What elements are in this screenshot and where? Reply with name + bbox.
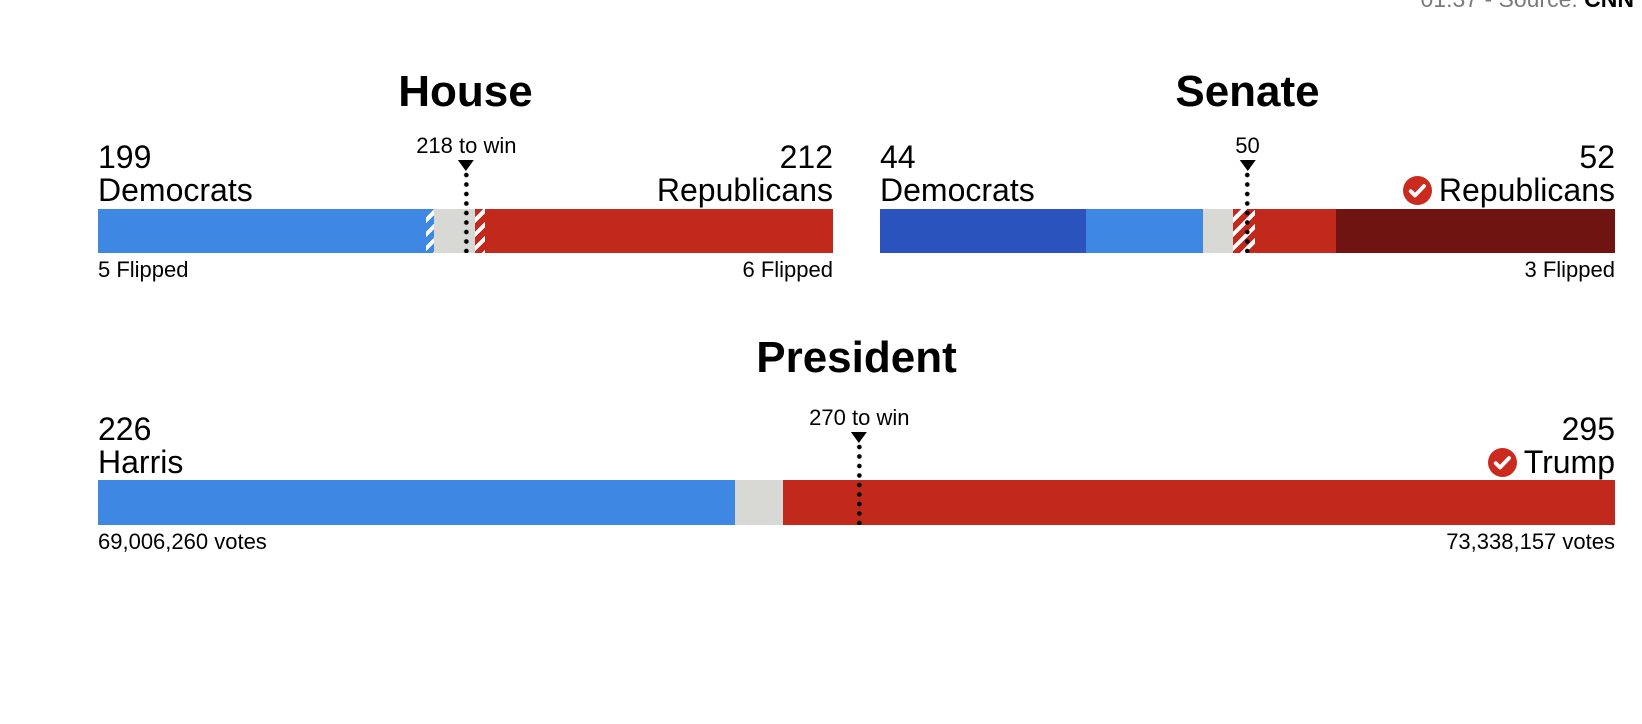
chart-senate: Senate 44 Democrats 52 Republicans 50 <box>880 70 1615 285</box>
footer-row: 3 Flipped <box>880 258 1615 282</box>
bar-segment-dem <box>98 480 736 525</box>
right-candidate-name: Trump <box>1523 444 1615 480</box>
left-candidate-count: 226 <box>98 411 152 447</box>
left-party-label: 44 Democrats <box>880 141 1035 207</box>
left-party-label: 199 Democrats <box>98 141 253 207</box>
right-party-name: Republicans <box>656 172 833 208</box>
bar-segment-rep <box>783 480 1615 525</box>
chart-president: President 226 Harris 295 Trump 270 to wi… <box>98 336 1615 558</box>
labels-row: 44 Democrats 52 Republicans <box>880 141 1615 207</box>
right-party-name: Republicans <box>1438 172 1615 208</box>
bar-segment-dem-dark <box>880 209 1086 253</box>
left-party-name: Democrats <box>98 172 253 208</box>
bar-segment-undecided <box>434 209 475 253</box>
labels-row: 199 Democrats 212 Republicans <box>98 141 833 207</box>
bar-segment-undecided <box>735 480 784 525</box>
bar-segment-rep <box>1254 209 1336 253</box>
footer-row: 69,006,260 votes 73,338,157 votes <box>98 530 1615 554</box>
video-timestamp-source: 01:37 - Source: CNN <box>1421 0 1635 12</box>
right-flipped-label: 3 Flipped <box>1524 257 1615 282</box>
bar-segment-rep-hatch <box>1232 209 1255 253</box>
bar-segment-dem <box>1085 209 1204 253</box>
left-votes-label: 69,006,260 votes <box>98 529 267 554</box>
left-party-count: 44 <box>880 139 916 175</box>
right-votes-label: 73,338,157 votes <box>1446 529 1615 554</box>
bar-segment-rep <box>484 209 833 253</box>
right-party-count: 212 <box>779 139 833 175</box>
right-candidate-label: 295 Trump <box>1487 411 1615 480</box>
timestamp-source-text: 01:37 - Source: <box>1421 0 1578 12</box>
bar-segment-dem <box>98 209 426 253</box>
right-flipped-label: 6 Flipped <box>742 257 833 282</box>
bar-segment-rep-hatch <box>474 209 485 253</box>
chart-title: President <box>756 333 957 382</box>
chart-title: House <box>398 67 533 116</box>
result-bar <box>98 209 833 253</box>
bar-segment-rep-dark <box>1335 209 1615 253</box>
result-bar <box>98 480 1615 525</box>
bar-segment-dem-hatch <box>425 209 435 253</box>
left-flipped-label: 5 Flipped <box>98 257 189 282</box>
network-name: CNN <box>1584 0 1634 12</box>
left-party-name: Democrats <box>880 172 1035 208</box>
right-party-label: 212 Republicans <box>657 141 833 207</box>
result-bar <box>880 209 1615 253</box>
labels-row: 226 Harris 295 Trump <box>98 413 1615 479</box>
winner-check-icon <box>1402 176 1432 205</box>
right-party-label: 52 Republicans <box>1402 139 1615 208</box>
winner-check-icon <box>1487 448 1517 477</box>
right-candidate-count: 295 <box>1561 411 1615 447</box>
left-party-count: 199 <box>98 139 152 175</box>
footer-row: 5 Flipped 6 Flipped <box>98 258 833 282</box>
bar-segment-undecided <box>1203 209 1233 253</box>
chart-title: Senate <box>1175 67 1320 116</box>
left-candidate-label: 226 Harris <box>98 413 183 479</box>
left-candidate-name: Harris <box>98 444 184 480</box>
right-party-count: 52 <box>1579 139 1615 175</box>
chart-house: House 199 Democrats 212 Republicans 218 … <box>98 70 833 285</box>
